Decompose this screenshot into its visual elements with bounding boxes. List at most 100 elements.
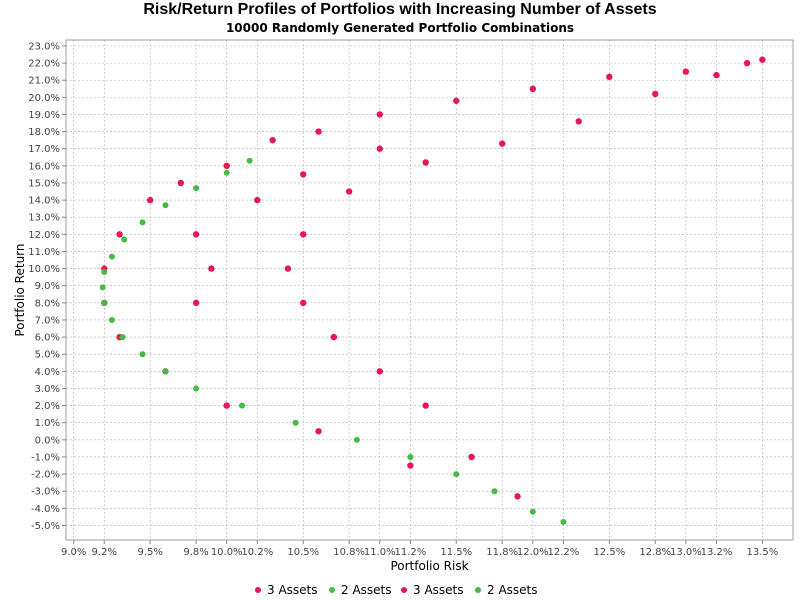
y-tick-label: 20.0%	[28, 93, 60, 104]
data-point	[560, 519, 567, 526]
data-point	[713, 71, 720, 79]
x-tick-label: 12.5%	[593, 547, 625, 558]
x-tick-label: 10.8%	[333, 547, 365, 558]
data-point	[223, 162, 230, 170]
data-point	[453, 471, 460, 478]
data-point	[514, 493, 521, 500]
data-point	[759, 56, 766, 63]
y-tick-label: 23.0%	[28, 41, 60, 52]
y-tick-label: -4.0%	[31, 504, 60, 515]
data-point	[162, 368, 169, 375]
data-point	[223, 169, 230, 176]
chart-title: Risk/Return Profiles of Portfolios with …	[143, 1, 657, 18]
y-tick-label: 10.0%	[28, 264, 60, 275]
plot-border	[65, 39, 794, 541]
y-tick-label: 7.0%	[35, 315, 60, 326]
x-tick-label: 11.2%	[394, 547, 426, 558]
data-point	[177, 179, 184, 187]
data-point	[139, 351, 146, 358]
y-tick-label: 21.0%	[28, 76, 60, 87]
data-point	[208, 265, 215, 272]
data-point	[99, 284, 106, 291]
data-point	[193, 185, 200, 192]
data-point	[315, 128, 322, 135]
data-point	[491, 488, 498, 495]
x-tick-label: 11.8%	[486, 547, 518, 558]
x-tick-label: 12.2%	[548, 547, 580, 558]
x-axis-label: Portfolio Risk	[390, 559, 468, 573]
data-point	[422, 159, 429, 166]
data-point	[108, 253, 115, 260]
x-tick-label: 9.8%	[183, 547, 208, 558]
data-point	[376, 111, 383, 118]
y-tick-label: 15.0%	[28, 178, 60, 189]
data-point	[376, 368, 383, 375]
data-point	[121, 236, 128, 243]
data-point	[246, 157, 253, 164]
x-tick-label: 13.5%	[746, 547, 778, 558]
data-points	[99, 56, 766, 526]
data-point	[192, 231, 200, 238]
data-point	[101, 269, 108, 276]
x-tick-label: 11.0%	[364, 547, 396, 558]
legend-marker	[255, 587, 261, 593]
legend-label: 2 Assets	[341, 583, 392, 597]
y-tick-label: -5.0%	[31, 521, 60, 532]
y-tick-label: 16.0%	[28, 161, 60, 172]
x-axis-ticks: 9.0% 9.2% 9.5% 9.8% 10.0%10.2% 10.5% 10.8%11.0…	[61, 540, 778, 558]
y-tick-label: 5.0%	[35, 350, 60, 361]
data-point	[108, 316, 115, 323]
y-tick-label: 14.0%	[28, 196, 60, 207]
data-point	[300, 299, 307, 307]
data-point	[239, 402, 246, 409]
y-tick-label: 0.0%	[35, 435, 60, 446]
data-point	[116, 231, 123, 238]
y-tick-label: 13.0%	[28, 213, 60, 224]
y-tick-label: 11.0%	[28, 247, 60, 258]
data-point	[119, 334, 126, 341]
data-point	[407, 462, 414, 469]
x-tick-label: 9.0%	[61, 547, 86, 558]
data-point	[300, 171, 307, 178]
data-point	[682, 68, 690, 75]
y-tick-label: 17.0%	[28, 144, 60, 155]
data-point	[223, 402, 230, 409]
legend-label: 2 Assets	[487, 583, 538, 597]
legend-marker	[475, 587, 481, 593]
y-tick-label: 2.0%	[35, 401, 60, 412]
data-point	[353, 436, 360, 443]
x-tick-label: 10.2%	[241, 547, 273, 558]
data-point	[254, 196, 261, 204]
data-point	[330, 333, 338, 341]
grid-lines	[66, 40, 793, 540]
data-point	[300, 231, 307, 238]
data-point	[606, 73, 613, 81]
data-point	[292, 419, 299, 426]
data-point	[468, 453, 475, 461]
data-point	[192, 299, 200, 307]
data-point	[529, 508, 536, 515]
data-point	[345, 188, 353, 195]
data-point	[422, 402, 429, 409]
x-tick-label: 13.0%	[670, 547, 702, 558]
data-point	[453, 97, 460, 104]
data-point	[284, 265, 292, 272]
data-point	[193, 385, 200, 392]
data-point	[376, 145, 383, 152]
x-tick-label: 11.5%	[440, 547, 472, 558]
legend-marker	[329, 587, 335, 593]
legend-marker	[401, 587, 407, 593]
axes	[65, 39, 794, 541]
legend-item: 3 Assets	[255, 583, 318, 597]
legend-item: 2 Assets	[475, 583, 538, 597]
y-tick-label: 12.0%	[28, 230, 60, 241]
data-point	[407, 453, 414, 460]
y-tick-label: -3.0%	[31, 487, 60, 498]
x-tick-label: 10.0%	[211, 547, 243, 558]
x-tick-label: 9.5%	[137, 547, 162, 558]
x-tick-label: 12.8%	[639, 547, 671, 558]
legend-item: 3 Assets	[401, 583, 464, 597]
y-tick-label: 4.0%	[35, 367, 60, 378]
data-point	[652, 90, 659, 98]
